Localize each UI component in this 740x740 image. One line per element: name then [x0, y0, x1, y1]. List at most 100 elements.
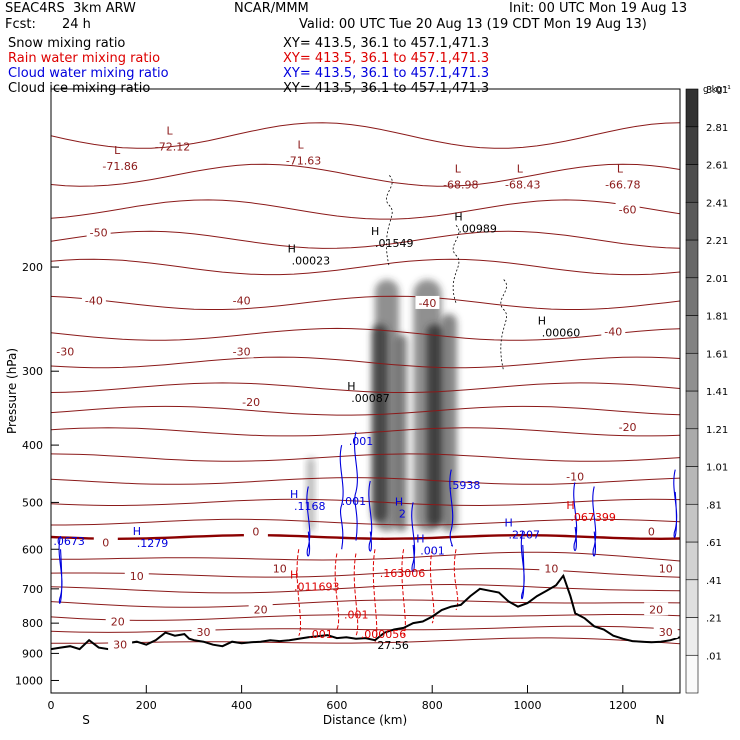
cloud-ice-contour: [452, 225, 460, 304]
rain-water-contour: [296, 549, 302, 636]
contour-label-bg: [86, 225, 111, 239]
temperature-contour-label: 10: [544, 563, 558, 576]
x-tick-label: 600: [326, 699, 347, 712]
contour-label-bg: [267, 561, 292, 575]
y-tick-label: 700: [22, 583, 43, 596]
colorbar-level-label: 2.01: [706, 274, 728, 285]
temperature-contour-label: 30: [113, 638, 127, 651]
north-end-label: N: [656, 713, 665, 727]
x-tick-label: 1200: [609, 699, 637, 712]
colorbar-swatch: [685, 164, 699, 203]
contour-label-bg: [644, 602, 669, 616]
temperature-contour-label: 0: [102, 537, 109, 550]
high-symbol: H: [290, 569, 298, 582]
cloud-water-contour: [354, 431, 358, 541]
high-symbol: H: [395, 495, 403, 508]
contour-label-bg: [653, 561, 678, 575]
temperature-contour: [51, 382, 680, 393]
plot-frame: [50, 88, 681, 694]
contour-label-bg: [653, 624, 678, 638]
temperature-contour: [51, 258, 680, 276]
rain-water-contour: [353, 553, 359, 636]
temperature-contour-label: 20: [649, 603, 663, 616]
cloud-ice-contour: [386, 175, 393, 268]
colorbar-swatch: [685, 466, 699, 505]
colorbar-level-label: 1.41: [706, 387, 728, 398]
temperature-contour-label: -30: [233, 346, 251, 359]
temperature-contour: [51, 405, 680, 416]
rain-water-contour: [401, 549, 406, 636]
high-symbol: H: [288, 242, 296, 255]
model-center: NCAR/MMM: [234, 1, 309, 16]
field-xy-cloud-water: XY= 413.5, 36.1 to 457.1,471.3: [283, 66, 490, 81]
minimum-value-label: -71.86: [102, 160, 137, 173]
contour-label-bg: [239, 394, 264, 408]
cloud-water-contour: [411, 502, 416, 573]
init-time: Init: 00 UTC Mon 19 Aug 13: [509, 1, 688, 16]
cloud-ice-contour: [500, 279, 507, 372]
rain-water-contour: [429, 549, 435, 624]
high-symbol: H: [133, 525, 141, 538]
temperature-contour: [51, 122, 680, 149]
temperature-contour-label: 0: [648, 526, 655, 539]
contour-label-bg: [415, 295, 440, 309]
colorbar-swatch: [685, 315, 699, 354]
temperature-contour: [51, 625, 680, 633]
temperature-contour: [51, 199, 680, 220]
temperature-contour: [51, 583, 680, 594]
field-value-label: 2: [399, 507, 406, 520]
contour-label-bg: [601, 324, 626, 338]
temperature-contour-label: -30: [56, 346, 74, 359]
cloud-water-contour: [592, 486, 597, 557]
low-symbol: L: [455, 162, 462, 175]
colorbar-level-label: .81: [706, 500, 722, 511]
low-symbol: L: [298, 138, 305, 151]
contour-label-bg: [248, 602, 273, 616]
low-symbol: L: [517, 162, 524, 175]
temperature-contour-label: -40: [85, 295, 103, 308]
temperature-contour: [51, 637, 680, 645]
contour-label-bg: [191, 624, 216, 638]
x-tick-label: 0: [48, 699, 55, 712]
minimum-value-label: -68.43: [505, 178, 540, 191]
colorbar-swatch: [685, 201, 699, 241]
field-value-label: .01549: [375, 237, 414, 250]
low-symbol: L: [617, 162, 624, 175]
temperature-contour-label: 10: [130, 570, 144, 583]
valid-time: Valid: 00 UTC Tue 20 Aug 13 (19 CDT Mon …: [299, 17, 647, 32]
contour-label-bg: [539, 561, 564, 575]
x-axis-label: Distance (km): [323, 713, 407, 727]
colorbar-swatch: [685, 579, 699, 618]
colorbar-level-label: 2.41: [706, 198, 728, 209]
temperature-contour-label: -40: [604, 325, 622, 338]
temperature-contour-label: -20: [619, 421, 637, 434]
high-symbol: H: [371, 225, 379, 238]
y-tick-label: 400: [22, 439, 43, 452]
temperature-contour: [51, 614, 680, 621]
cloud-water-contour: [306, 486, 311, 557]
temperature-contour-label: 30: [196, 626, 210, 639]
field-value-label: .00060: [542, 326, 581, 339]
field-label-cloud-water: Cloud water mixing ratio: [8, 66, 169, 81]
cloud-water-contour: [58, 535, 63, 604]
contour-label-bg: [81, 293, 106, 307]
field-value-label: .001: [344, 608, 369, 621]
temperature-contour: [51, 163, 680, 187]
field-xy-snow: XY= 413.5, 36.1 to 457.1,471.3: [283, 36, 490, 51]
colorbar-swatch: [685, 428, 699, 467]
low-symbol: L: [167, 124, 174, 137]
contour-label-bg: [615, 420, 640, 434]
y-tick-label: 200: [22, 261, 43, 274]
high-symbol: H: [347, 380, 355, 393]
colorbar-swatch: [685, 617, 699, 656]
field-value-label: .00023: [292, 254, 331, 267]
field-value-label: .0673: [53, 535, 85, 548]
freezing-level-contour: [51, 534, 680, 541]
minimum-value-label: -68.98: [443, 178, 478, 191]
contour-label-bg: [229, 293, 254, 307]
chart-title: SEAC4RS 3km ARW: [5, 1, 136, 16]
cloud-water-contour: [573, 480, 578, 552]
minimum-value-label: -71.63: [286, 154, 321, 167]
contour-label-bg: [243, 524, 268, 538]
temperature-contour: [51, 551, 680, 562]
